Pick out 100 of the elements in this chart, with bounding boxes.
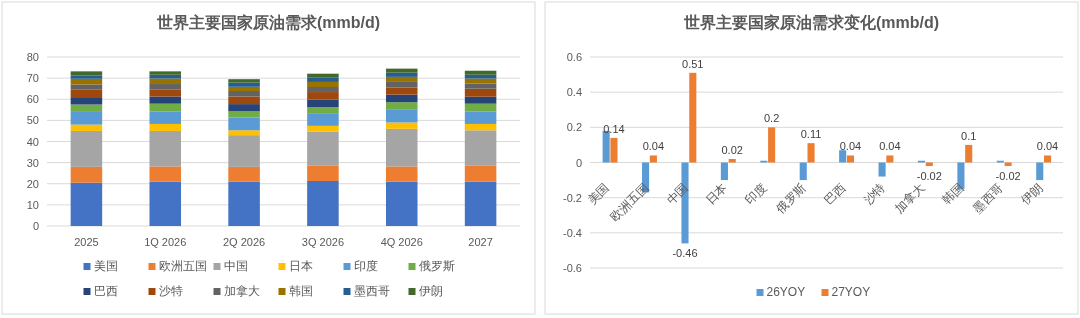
x-tick-label: 2025 bbox=[74, 236, 99, 248]
data-label: -0.46 bbox=[672, 247, 698, 260]
bar bbox=[464, 70, 497, 75]
bar bbox=[228, 96, 260, 105]
bar bbox=[464, 165, 497, 182]
bar bbox=[149, 96, 182, 104]
bar bbox=[149, 181, 182, 226]
x-tick-label: 沙特 bbox=[860, 180, 888, 208]
legend-label: 27YOY bbox=[831, 285, 871, 299]
legend-label: 日本 bbox=[288, 259, 313, 273]
bar bbox=[385, 72, 418, 77]
data-label: 0.04 bbox=[879, 140, 901, 153]
bar bbox=[728, 158, 736, 163]
bar bbox=[689, 72, 697, 163]
bar bbox=[307, 181, 339, 226]
bar bbox=[807, 143, 815, 163]
y-tick-label: 60 bbox=[26, 93, 39, 106]
bar bbox=[149, 74, 182, 79]
bar bbox=[1036, 162, 1044, 181]
bar bbox=[307, 113, 339, 126]
bar bbox=[70, 75, 103, 79]
bar bbox=[70, 104, 103, 112]
bar bbox=[464, 74, 497, 79]
legend-label: 中国 bbox=[223, 259, 248, 273]
bar bbox=[799, 162, 807, 181]
bar bbox=[385, 102, 418, 110]
data-label: 0.04 bbox=[642, 140, 665, 153]
bar bbox=[965, 144, 973, 163]
x-tick-label: 伊朗 bbox=[1018, 180, 1046, 208]
bar bbox=[307, 125, 339, 132]
x-tick-label: 加拿大 bbox=[891, 180, 928, 217]
data-label: 0.14 bbox=[603, 122, 625, 135]
bar bbox=[307, 87, 339, 93]
bar bbox=[385, 81, 418, 88]
x-tick-label: 日本 bbox=[703, 180, 731, 208]
x-tick-label: 墨西哥 bbox=[970, 180, 1006, 217]
legend-label: 巴西 bbox=[93, 284, 118, 298]
bar bbox=[878, 162, 886, 177]
legend-label: 伊朗 bbox=[418, 284, 443, 298]
bar bbox=[228, 86, 260, 92]
bar bbox=[149, 89, 182, 97]
bar bbox=[70, 166, 103, 183]
data-label: 0.11 bbox=[800, 128, 822, 141]
bar bbox=[886, 155, 894, 163]
bar bbox=[1044, 155, 1052, 163]
y-tick-label: -0.2 bbox=[563, 191, 582, 204]
bar bbox=[228, 135, 260, 167]
bar bbox=[464, 83, 497, 89]
bar bbox=[464, 111, 497, 124]
bar bbox=[149, 166, 182, 182]
y-tick-label: 0.4 bbox=[566, 86, 582, 99]
x-tick-label: 巴西 bbox=[821, 180, 849, 208]
bar bbox=[846, 155, 855, 163]
bar bbox=[70, 84, 103, 90]
bar bbox=[385, 122, 418, 129]
legend-label: 墨西哥 bbox=[353, 284, 390, 298]
bar bbox=[385, 109, 418, 123]
legend-label: 沙特 bbox=[158, 284, 183, 298]
bar bbox=[149, 78, 182, 85]
bar bbox=[70, 182, 103, 226]
bar bbox=[228, 104, 260, 112]
data-label: 0.02 bbox=[721, 143, 743, 156]
bar bbox=[149, 130, 182, 167]
y-tick-label: 20 bbox=[26, 177, 39, 190]
bar bbox=[385, 128, 418, 167]
bar bbox=[228, 166, 260, 182]
y-tick-label: 0.6 bbox=[566, 51, 582, 63]
bar bbox=[385, 94, 418, 103]
x-tick-label: 2Q 2026 bbox=[222, 236, 266, 248]
bar bbox=[70, 111, 103, 125]
bar bbox=[307, 77, 339, 82]
bar bbox=[307, 165, 339, 181]
x-tick-label: 1Q 2026 bbox=[144, 236, 187, 248]
bar bbox=[464, 78, 497, 84]
bar bbox=[385, 166, 418, 182]
bar bbox=[385, 76, 418, 82]
bar bbox=[307, 131, 339, 166]
y-tick-label: 0 bbox=[575, 156, 582, 169]
y-tick-label: -0.4 bbox=[563, 226, 582, 239]
bar bbox=[464, 88, 497, 97]
bar bbox=[464, 123, 497, 131]
x-tick-label: 美国 bbox=[584, 180, 612, 208]
bar bbox=[70, 71, 103, 76]
chart-title: 世界主要国家原油需求(mmb/d) bbox=[155, 13, 381, 31]
bar bbox=[385, 87, 418, 95]
x-tick-label: 印度 bbox=[742, 180, 770, 208]
data-label: 0.51 bbox=[682, 57, 704, 70]
y-tick-label: 30 bbox=[26, 156, 39, 169]
chart-title: 世界主要国家原油需求变化(mmb/d) bbox=[682, 13, 940, 31]
bar bbox=[464, 130, 497, 166]
y-tick-label: 40 bbox=[26, 135, 39, 148]
legend-label: 26YOY bbox=[766, 285, 806, 299]
data-label: -0.02 bbox=[916, 170, 942, 183]
bar bbox=[149, 111, 182, 124]
bar bbox=[307, 92, 339, 100]
y-tick-label: 50 bbox=[26, 114, 39, 127]
bar bbox=[768, 127, 776, 163]
y-tick-label: 70 bbox=[26, 72, 39, 85]
legend-label: 韩国 bbox=[288, 284, 313, 298]
bar bbox=[149, 103, 182, 112]
